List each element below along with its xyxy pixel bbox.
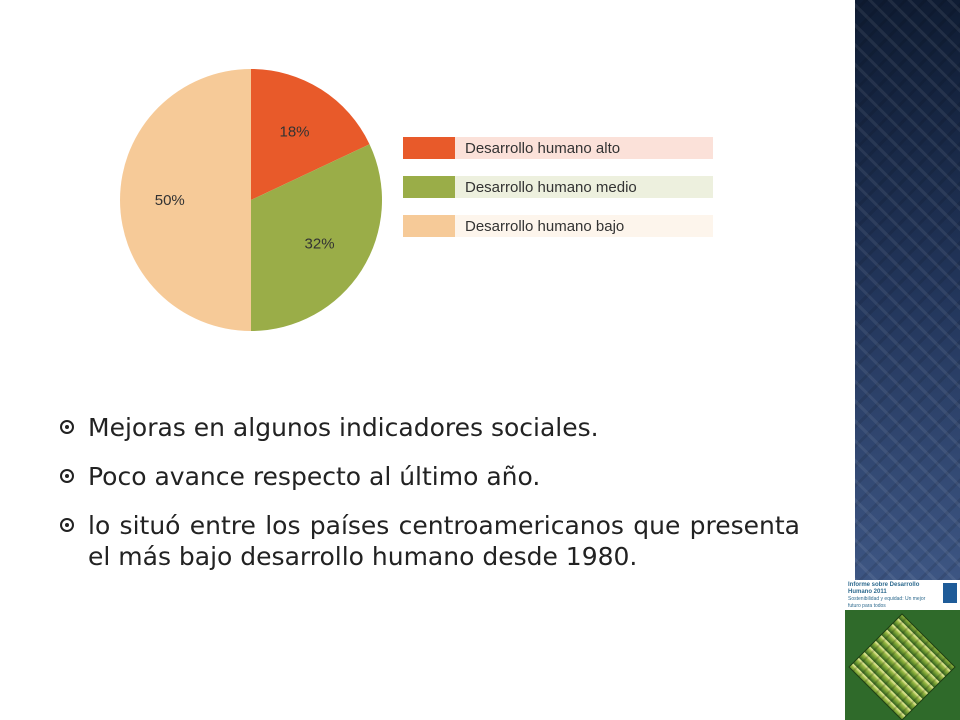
pie-slice-2 (251, 144, 383, 331)
pie-chart: 18% 32% 50% Desarrollo humano alto Desarroll… (120, 69, 713, 331)
legend-swatch (403, 176, 455, 198)
legend-label: Desarrollo humano bajo (465, 218, 624, 235)
bullet-list: Mejoras en algunos indicadores sociales.… (60, 412, 800, 590)
legend-band (455, 215, 713, 237)
legend-band (455, 137, 713, 159)
pie-slice-1 (251, 69, 370, 200)
legend-swatch (403, 137, 455, 159)
bullet-item: lo situó entre los países centroamerican… (60, 510, 800, 572)
pie-slice-3 (120, 69, 251, 331)
cover-text: Informe sobre Desarrollo Humano 2011 Sos… (848, 582, 938, 610)
bullet-text: Mejoras en algunos indicadores sociales. (88, 413, 599, 442)
legend-label: Desarrollo humano alto (465, 140, 620, 157)
cover-title: Informe sobre Desarrollo Humano 2011 (848, 582, 920, 595)
bullet-text: Poco avance respecto al último año. (88, 462, 541, 491)
bullet-circle-icon (60, 469, 74, 483)
woven-diamond-graphic (845, 610, 960, 720)
legend-band (455, 176, 713, 198)
bullet-item: Mejoras en algunos indicadores sociales. (60, 412, 800, 443)
bullet-item: Poco avance respecto al último año. (60, 461, 800, 492)
pie-value-label: 32% (305, 236, 335, 253)
pie-value-label: 50% (155, 192, 185, 209)
legend-label: Desarrollo humano medio (465, 179, 637, 196)
bullet-circle-icon (60, 518, 74, 532)
legend-swatch (403, 215, 455, 237)
bullet-circle-icon (60, 420, 74, 434)
report-cover-image: Informe sobre Desarrollo Humano 2011 Sos… (845, 580, 960, 720)
undp-logo-icon (943, 583, 957, 603)
cover-subtitle: Sostenibilidad y equidad: Un mejor futur… (848, 596, 926, 609)
bullet-text: lo situó entre los países centroamerican… (88, 511, 800, 571)
pie-value-label: 18% (280, 123, 310, 140)
